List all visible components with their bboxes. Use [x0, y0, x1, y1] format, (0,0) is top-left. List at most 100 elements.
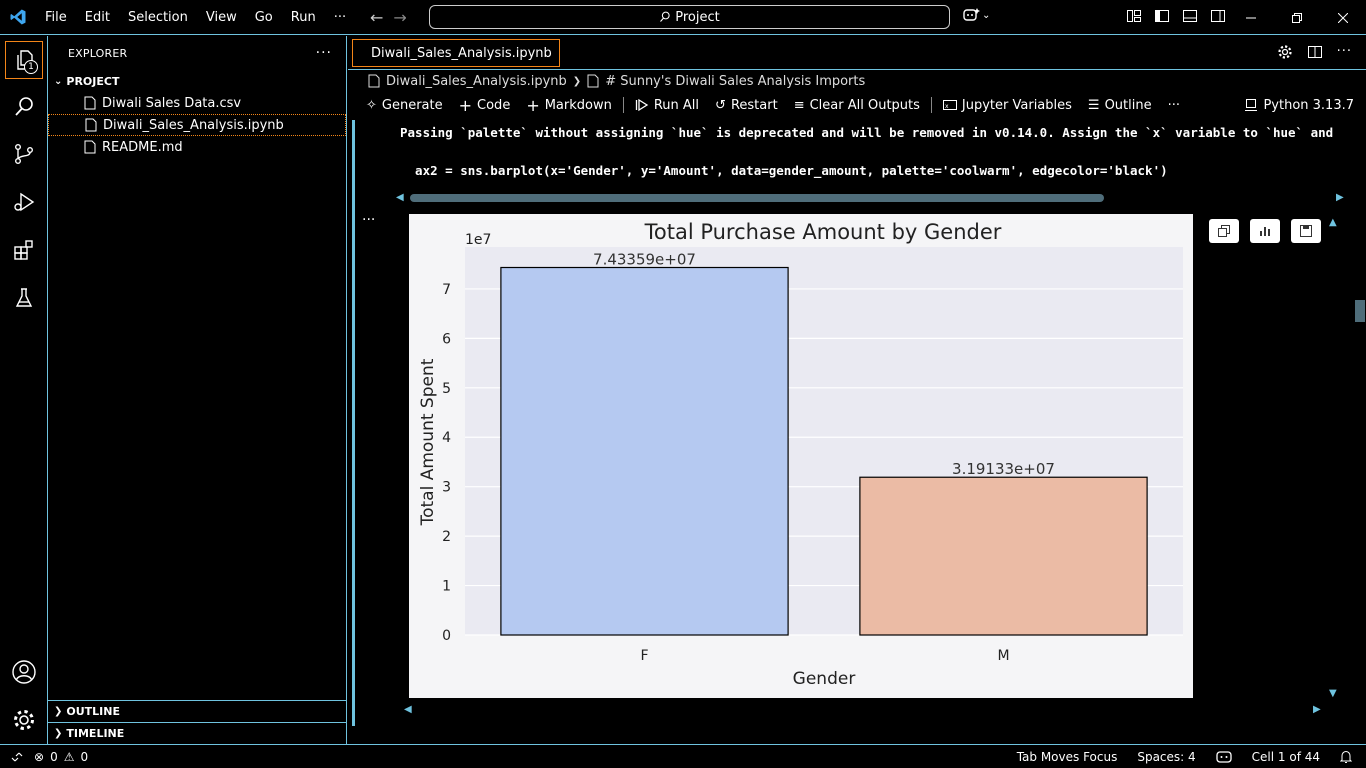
notifications-bell-icon[interactable] [1340, 750, 1352, 764]
plot-scroll-right-icon[interactable]: ▶ [1313, 704, 1321, 715]
outline-section-header[interactable]: ❯ OUTLINE [48, 700, 347, 722]
command-center-search[interactable]: Project [429, 5, 950, 29]
close-window-button[interactable] [1320, 0, 1366, 35]
explorer-more-icon[interactable]: ··· [315, 45, 332, 61]
explorer-activity[interactable]: 1 [5, 41, 43, 79]
settings-gear-icon[interactable] [1277, 44, 1293, 60]
notebook-tab[interactable]: Diwali_Sales_Analysis.ipynb [352, 39, 560, 67]
menu-more[interactable]: ··· [333, 9, 347, 25]
indentation-setting[interactable]: Spaces: 4 [1137, 749, 1196, 764]
problems-indicator[interactable]: ⊗ 0 ⚠ 0 [34, 750, 88, 764]
open-plot-viewer-button[interactable] [1250, 219, 1280, 243]
flask-icon [15, 288, 33, 307]
output-horizontal-scrollbar[interactable]: ◀ ▶ [396, 192, 1346, 204]
customize-layout-icon[interactable] [1126, 8, 1142, 24]
jupyter-variables-button[interactable]: x Jupyter Variables [935, 92, 1080, 118]
y-tick-label: 6 [442, 331, 451, 347]
menu-go[interactable]: Go [254, 9, 273, 25]
run-debug-icon [14, 192, 35, 212]
kernel-label: Python 3.13.7 [1263, 97, 1354, 113]
outline-list-icon: ☰ [1087, 97, 1100, 113]
add-markdown-button[interactable]: + Markdown [518, 92, 620, 118]
restore-button[interactable] [1274, 0, 1320, 35]
editor-vertical-scrollbar[interactable] [1355, 300, 1365, 322]
account-icon [12, 660, 36, 684]
menu-selection[interactable]: Selection [127, 9, 188, 25]
testing-activity[interactable] [0, 274, 48, 322]
source-control-activity[interactable] [0, 130, 48, 178]
cell-position[interactable]: Cell 1 of 44 [1251, 749, 1320, 764]
editor-more-icon[interactable]: ··· [1336, 44, 1352, 59]
bar-m [859, 476, 1148, 636]
y-ticks: 0 1 2 3 4 5 6 7 [442, 282, 451, 644]
tab-focus-mode[interactable]: Tab Moves Focus [1016, 749, 1118, 764]
menu-view[interactable]: View [205, 9, 237, 25]
output-warning-text: Passing `palette` without assigning `hue… [400, 125, 1334, 140]
bar-f [500, 266, 789, 636]
y-tick-label: 4 [442, 430, 451, 446]
file-item-csv[interactable]: Diwali Sales Data.csv [48, 92, 346, 114]
file-label: Diwali_Sales_Analysis.ipynb [103, 117, 284, 133]
search-activity[interactable] [0, 82, 48, 130]
y-axis-label: Total Amount Spent [418, 358, 438, 526]
save-image-button[interactable] [1291, 219, 1321, 243]
plot-scroll-left-icon[interactable]: ◀ [404, 704, 412, 715]
search-icon [660, 11, 670, 22]
kernel-picker[interactable]: Python 3.13.7 [1245, 92, 1354, 118]
title-bar: File Edit Selection View Go Run ··· ← → … [0, 0, 1366, 35]
file-item-readme[interactable]: README.md [48, 136, 346, 158]
plus-icon: + [526, 95, 540, 115]
scroll-left-icon[interactable]: ◀ [396, 192, 404, 203]
forward-arrow-icon[interactable]: → [393, 8, 407, 27]
minimize-button[interactable] [1228, 0, 1274, 35]
chevron-down-icon: ⌄ [982, 9, 991, 21]
file-label: README.md [102, 139, 183, 155]
timeline-section-header[interactable]: ❯ TIMELINE [48, 722, 347, 744]
chevron-right-icon: ❯ [54, 706, 63, 717]
copilot-icon [963, 8, 980, 21]
breadcrumb-cell[interactable]: # Sunny's Diwali Sales Analysis Imports [605, 73, 866, 89]
manage-activity[interactable] [0, 696, 48, 744]
cell-output-more[interactable]: ··· [362, 212, 376, 228]
copy-image-button[interactable] [1209, 219, 1239, 243]
remote-button[interactable] [0, 751, 34, 763]
sparkle-icon: ✧ [366, 97, 377, 113]
menu-edit[interactable]: Edit [84, 9, 110, 25]
scroll-up-icon[interactable]: ▲ [1329, 217, 1337, 228]
scrollbar-thumb[interactable] [410, 194, 1104, 202]
outline-button[interactable]: ☰ Outline [1080, 92, 1160, 118]
kernel-icon [1245, 99, 1258, 111]
bar-value-label: 3.19133e+07 [952, 460, 1055, 478]
toggle-panel-icon[interactable] [1182, 8, 1198, 24]
file-item-notebook[interactable]: Diwali_Sales_Analysis.ipynb [48, 114, 346, 136]
generate-button[interactable]: ✧ Generate [358, 92, 451, 118]
run-all-button[interactable]: Run All [627, 92, 707, 118]
clear-outputs-button[interactable]: ≡ Clear All Outputs [786, 92, 928, 118]
breadcrumb-file[interactable]: Diwali_Sales_Analysis.ipynb [386, 73, 567, 89]
scroll-right-icon[interactable]: ▶ [1336, 192, 1344, 203]
x-tick-label: M [997, 648, 1009, 664]
menu-file[interactable]: File [45, 9, 67, 25]
markdown-label: Markdown [544, 97, 612, 113]
run-debug-activity[interactable] [0, 178, 48, 226]
run-all-icon [635, 98, 649, 112]
copilot-button[interactable]: ⌄ [962, 7, 990, 23]
editor-tab-bar: Diwali_Sales_Analysis.ipynb ··· [348, 36, 1366, 70]
toolbar-more-button[interactable]: ··· [1160, 92, 1188, 118]
split-editor-icon[interactable] [1307, 44, 1323, 60]
clear-all-icon: ≡ [793, 97, 805, 113]
menu-run[interactable]: Run [290, 9, 316, 25]
explorer-title: EXPLORER [68, 46, 128, 60]
toggle-secondary-sidebar-icon[interactable] [1210, 8, 1226, 24]
copilot-status-icon[interactable] [1216, 750, 1232, 764]
extensions-activity[interactable] [0, 226, 48, 274]
restart-button[interactable]: ↺ Restart [707, 92, 786, 118]
accounts-activity[interactable] [0, 648, 48, 696]
scroll-down-icon[interactable]: ▼ [1329, 688, 1337, 699]
toggle-primary-sidebar-icon[interactable] [1154, 8, 1170, 24]
add-code-button[interactable]: + Code [451, 92, 519, 118]
menu-bar: File Edit Selection View Go Run ··· [36, 0, 355, 35]
back-arrow-icon[interactable]: ← [370, 8, 384, 27]
explorer-sidebar: EXPLORER ··· ⌄ PROJECT Diwali Sales Data… [48, 36, 347, 744]
project-folder-header[interactable]: ⌄ PROJECT [48, 70, 346, 92]
